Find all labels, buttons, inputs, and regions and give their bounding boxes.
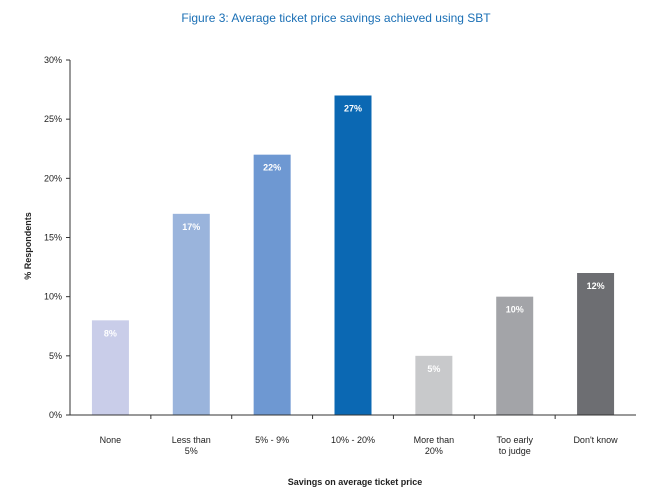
bar-value-label: 5% [427, 364, 440, 374]
x-axis-categories: None Less than 5% 5% - 9% 10% - 20% More than… [100, 435, 619, 456]
y-tick-label: 20% [44, 173, 62, 183]
bar-value-label: 17% [182, 222, 200, 232]
x-category-label: 5% - 9% [255, 435, 289, 445]
bar [334, 95, 372, 415]
y-axis-ticks: 0% 5% 10% 15% 20% 25% 30% [44, 55, 70, 420]
bar-value-label: 12% [587, 281, 605, 291]
x-category-label: None [100, 435, 122, 445]
bar-value-label: 10% [506, 305, 524, 315]
x-category-label: 10% - 20% [331, 435, 375, 445]
y-tick-label: 30% [44, 55, 62, 65]
x-category-label: Don't know [573, 435, 618, 445]
bar [496, 296, 534, 415]
x-category-label: More than 20% [414, 435, 455, 456]
x-axis-title: Savings on average ticket price [288, 477, 423, 487]
x-category-label: Too early to judge [496, 435, 533, 456]
axes [69, 60, 636, 419]
y-axis-title: % Respondents [23, 212, 33, 280]
bar [415, 355, 453, 415]
bar-value-label: 22% [263, 163, 281, 173]
y-tick-label: 15% [44, 233, 62, 243]
y-tick-label: 10% [44, 292, 62, 302]
y-tick-label: 0% [49, 410, 62, 420]
bar [577, 273, 615, 415]
bars-group: 8% 17% 22% 27% 5% 10% 12% [91, 95, 615, 415]
bar [172, 213, 210, 415]
bar-value-label: 27% [344, 104, 362, 114]
bar [91, 320, 129, 415]
bar [253, 154, 291, 415]
bar-value-label: 8% [104, 328, 117, 338]
chart-title: Figure 3: Average ticket price savings a… [181, 11, 491, 25]
y-tick-label: 25% [44, 114, 62, 124]
y-tick-label: 5% [49, 351, 62, 361]
x-category-label: Less than 5% [172, 435, 211, 456]
